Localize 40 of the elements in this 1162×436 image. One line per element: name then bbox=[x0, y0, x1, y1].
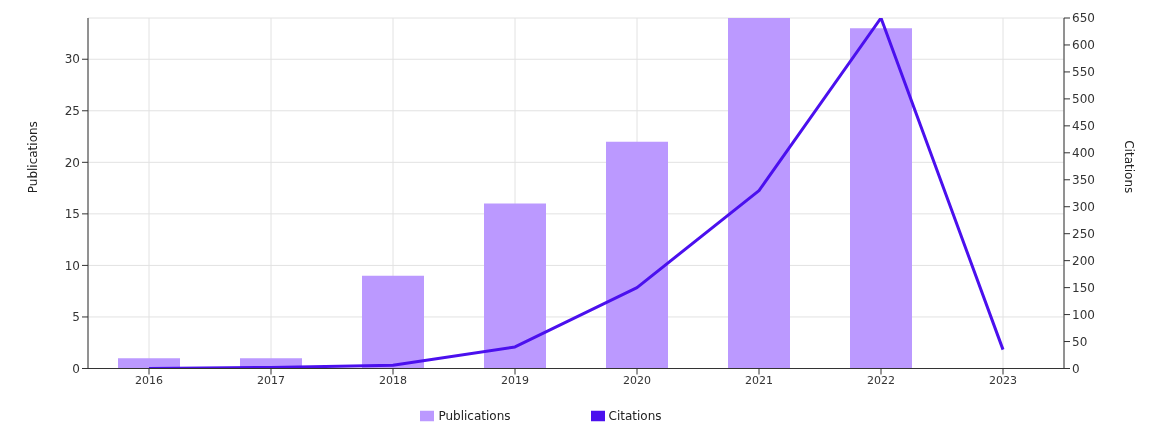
x-tick-label: 2018 bbox=[379, 374, 407, 388]
x-tick-label: 2023 bbox=[989, 374, 1017, 388]
bar bbox=[118, 358, 180, 369]
x-tick-label: 2019 bbox=[501, 374, 529, 388]
bar bbox=[484, 203, 546, 369]
y2-tick-label: 150 bbox=[1072, 280, 1095, 295]
bar bbox=[362, 275, 424, 369]
y2-tick-label: 300 bbox=[1072, 199, 1095, 214]
bar bbox=[606, 141, 668, 369]
x-tick-label: 2017 bbox=[257, 374, 285, 388]
y-tick-label: 25 bbox=[64, 104, 80, 119]
bar bbox=[850, 28, 912, 369]
y2-tick-label: 200 bbox=[1072, 253, 1095, 268]
y-tick-label: 15 bbox=[64, 207, 80, 222]
y2-tick-label: 400 bbox=[1072, 146, 1095, 161]
y2-tick-label: 450 bbox=[1072, 119, 1095, 134]
y2-tick-label: 250 bbox=[1072, 226, 1095, 241]
bar bbox=[728, 18, 790, 369]
y2-tick-label: 550 bbox=[1072, 65, 1095, 80]
x-tick-label: 2021 bbox=[745, 374, 773, 388]
y2-tick-label: 0 bbox=[1072, 361, 1080, 376]
y-tick-label: 5 bbox=[72, 310, 80, 325]
y2-tick-label: 50 bbox=[1072, 334, 1088, 349]
y-axis-title: Publications bbox=[26, 121, 41, 194]
y2-tick-label: 100 bbox=[1072, 307, 1095, 322]
x-tick-label: 2020 bbox=[623, 374, 651, 388]
y2-axis-title: Citations bbox=[1121, 140, 1136, 194]
legend-label: Citations bbox=[608, 408, 662, 423]
legend-label: Publications bbox=[438, 408, 511, 423]
line-series bbox=[147, 18, 1005, 369]
y2-tick-label: 600 bbox=[1072, 38, 1095, 53]
y2-tick-label: 500 bbox=[1072, 92, 1095, 107]
y-tick-label: 30 bbox=[64, 52, 80, 67]
x-tick-label: 2022 bbox=[867, 374, 895, 388]
y-tick-label: 0 bbox=[72, 361, 80, 376]
y2-tick-label: 650 bbox=[1072, 11, 1095, 26]
x-tick-label: 2016 bbox=[135, 374, 163, 388]
y2-tick-label: 350 bbox=[1072, 173, 1095, 188]
y-tick-label: 10 bbox=[64, 258, 80, 273]
y-tick-label: 20 bbox=[64, 155, 80, 170]
